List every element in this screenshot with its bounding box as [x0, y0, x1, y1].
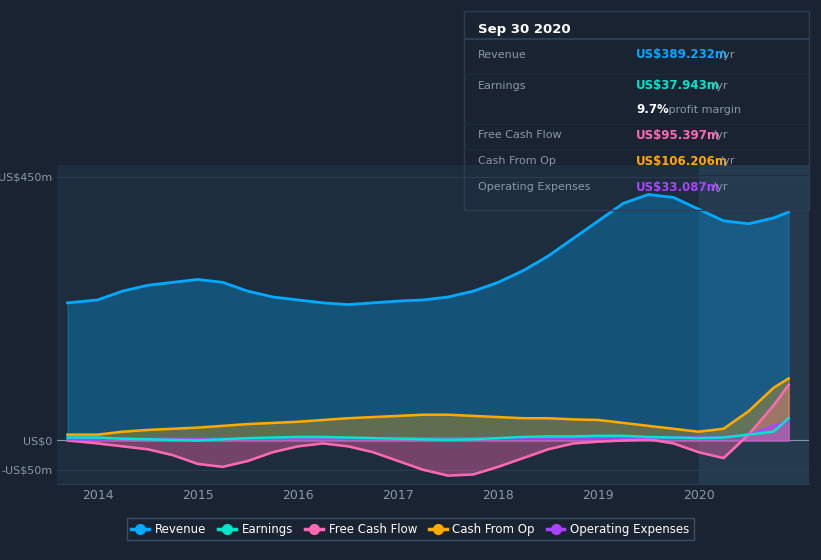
Bar: [464, 150, 809, 151]
Text: /yr: /yr: [709, 182, 727, 192]
Text: US$95.397m: US$95.397m: [636, 129, 720, 142]
Text: Earnings: Earnings: [478, 81, 526, 91]
Text: Free Cash Flow: Free Cash Flow: [478, 130, 562, 141]
Bar: [699, 165, 809, 484]
Bar: [464, 39, 809, 40]
Text: profit margin: profit margin: [665, 105, 741, 115]
Text: /yr: /yr: [716, 156, 735, 166]
Text: Operating Expenses: Operating Expenses: [478, 182, 590, 192]
Text: Cash From Op: Cash From Op: [478, 156, 556, 166]
Text: 9.7%: 9.7%: [636, 103, 669, 116]
Text: US$389.232m: US$389.232m: [636, 48, 728, 62]
Bar: [464, 175, 809, 176]
Text: /yr: /yr: [716, 50, 735, 60]
Text: US$33.087m: US$33.087m: [636, 181, 720, 194]
Text: US$106.206m: US$106.206m: [636, 155, 728, 168]
Text: Sep 30 2020: Sep 30 2020: [478, 23, 571, 36]
Bar: [464, 74, 809, 75]
Text: US$37.943m: US$37.943m: [636, 80, 720, 92]
Text: Revenue: Revenue: [478, 50, 526, 60]
Text: /yr: /yr: [709, 81, 727, 91]
Text: /yr: /yr: [709, 130, 727, 141]
Legend: Revenue, Earnings, Free Cash Flow, Cash From Op, Operating Expenses: Revenue, Earnings, Free Cash Flow, Cash …: [126, 518, 695, 540]
